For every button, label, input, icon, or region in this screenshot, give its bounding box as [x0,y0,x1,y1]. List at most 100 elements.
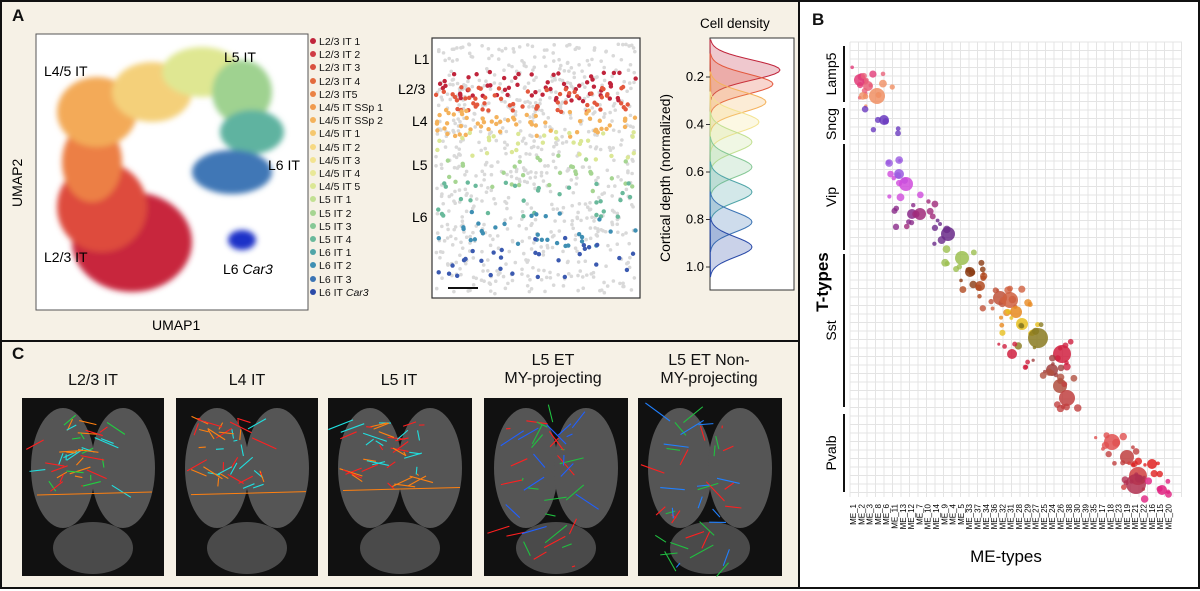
brain-cerebellum [53,522,133,574]
depth-dot-bg [554,90,558,94]
depth-dot [442,79,446,83]
depth-dot [435,148,439,152]
depth-dot-bg [563,128,567,132]
depth-dot [633,228,637,232]
depth-dot [458,132,462,136]
depth-dot-bg [480,184,484,188]
matrix-dot [850,66,854,70]
depth-dot-bg [550,203,554,207]
group-label: Sncg [823,108,839,140]
depth-dot-bg [625,89,629,93]
depth-dot [470,153,474,157]
depth-dot-bg [593,110,597,114]
depth-dot [563,236,567,240]
depth-dot-bg [567,272,571,276]
layer-label-l23: L2/3 [398,81,425,97]
depth-dot-bg [620,138,624,142]
depth-dot-bg [545,244,549,248]
depth-dot-bg [489,164,493,168]
depth-dot-bg [510,65,514,69]
depth-dot-bg [584,202,588,206]
depth-dot-bg [471,231,475,235]
depth-dot-bg [606,244,610,248]
depth-dot [594,182,598,186]
matrix-dot [896,126,901,131]
depth-dot [623,116,627,120]
depth-dot-bg [554,166,558,170]
depth-dot-bg [439,250,443,254]
depth-dot-bg [448,83,452,87]
matrix-dot [1049,370,1054,375]
depth-dot-bg [437,50,441,54]
depth-dot [488,83,492,87]
x-tick-label: ME_20 [1164,503,1173,529]
depth-dot [504,181,508,185]
depth-dot-bg [629,114,633,118]
depth-dot-bg [503,146,507,150]
depth-dot [592,84,596,88]
depth-dot-bg [539,245,543,249]
depth-dot-bg [482,263,486,267]
depth-dot-bg [489,87,493,91]
depth-dot-bg [532,139,536,143]
depth-dot-bg [457,147,461,151]
depth-dot-bg [527,105,531,109]
depth-dot [445,132,449,136]
depth-dot-bg [540,278,544,282]
matrix-dot [1070,375,1077,382]
matrix-dot [1147,459,1157,469]
depth-dot [516,132,520,136]
depth-dot [499,255,503,259]
depth-dot [476,221,480,225]
depth-dot-bg [435,187,439,191]
depth-dot-bg [484,79,488,83]
depth-dot-bg [473,125,477,129]
y-axis-title: T-types [813,252,832,312]
depth-dot-bg [597,196,601,200]
depth-dot-bg [520,268,524,272]
depth-dot-bg [534,171,538,175]
depth-dot-bg [551,207,555,211]
matrix-dot [1129,480,1133,484]
depth-dot-bg [605,168,609,172]
depth-dot-bg [446,223,450,227]
depth-dot [491,250,495,254]
depth-dot [566,243,570,247]
legend-swatch [310,157,316,163]
depth-dot-bg [576,274,580,278]
depth-dot [452,72,456,76]
depth-dot [437,139,441,143]
depth-dot [591,189,595,193]
matrix-dot [1131,445,1135,449]
depth-dot-bg [612,158,616,162]
depth-dot [510,271,514,275]
depth-dot-bg [464,124,468,128]
depth-dot-bg [497,48,501,52]
depth-dot-bg [627,242,631,246]
depth-dot-bg [603,112,607,116]
depth-dot-bg [493,73,497,77]
depth-dot [623,125,627,129]
depth-dot-bg [452,119,456,123]
depth-dot [507,86,511,90]
matrix-dot [893,224,899,230]
legend-swatch [310,276,316,282]
depth-dot-bg [487,57,491,61]
depth-dot-bg [471,118,475,122]
matrix-dot [1127,461,1131,465]
depth-dot-bg [479,149,483,153]
depth-dot-bg [604,264,608,268]
depth-dot [459,85,463,89]
depth-dot [480,229,484,233]
depth-dot [626,155,630,159]
depth-dot-bg [500,49,504,53]
depth-dot-bg [578,202,582,206]
density-tick-label: 0.8 [686,212,704,227]
depth-dot-bg [496,234,500,238]
depth-dot-bg [542,269,546,273]
depth-dot-bg [530,206,534,210]
depth-dot [511,102,515,106]
depth-dot-bg [570,223,574,227]
depth-dot-bg [572,191,576,195]
matrix-dot [932,225,938,231]
